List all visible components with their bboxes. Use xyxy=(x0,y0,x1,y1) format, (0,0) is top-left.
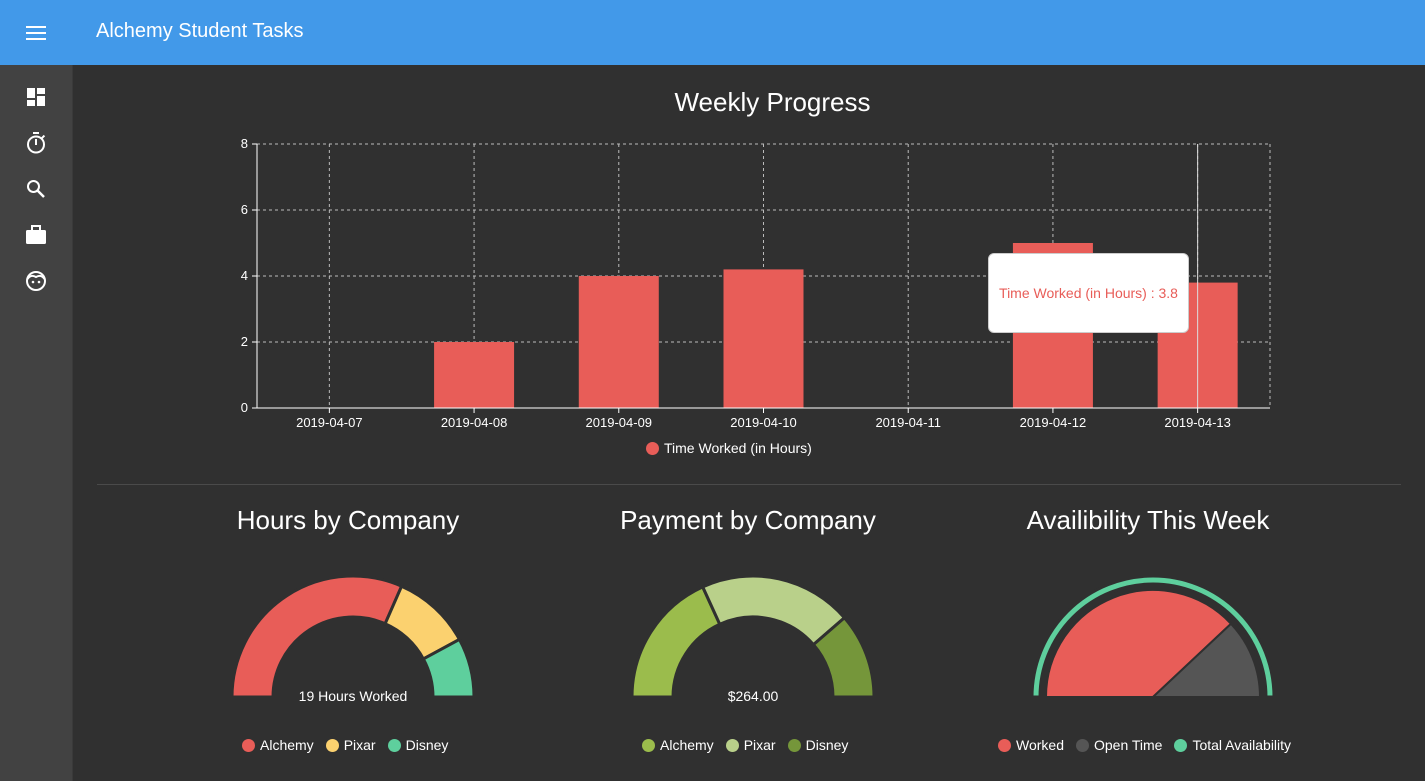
legend-swatch xyxy=(1075,738,1089,752)
legend-label: Worked xyxy=(1016,737,1064,753)
payment-center-label: $264.00 xyxy=(728,688,779,704)
legend-label: Time Worked (in Hours) xyxy=(664,440,812,456)
bar-2019-04-08 xyxy=(434,342,515,408)
payment-segment-disney xyxy=(811,615,876,699)
timer-icon xyxy=(27,132,46,154)
y-tick-label: 8 xyxy=(241,136,248,151)
availability-legend-item[interactable]: Open Time xyxy=(1075,737,1163,753)
legend-label: Alchemy xyxy=(660,737,714,753)
legend-label: Total Availability xyxy=(1192,737,1292,753)
sidebar-item-profile[interactable] xyxy=(20,265,52,297)
legend-swatch xyxy=(242,738,255,752)
hours-legend-item[interactable]: Alchemy xyxy=(242,737,314,753)
menu-button[interactable] xyxy=(20,18,52,48)
availability-open-segment xyxy=(1150,622,1262,698)
y-tick-label: 4 xyxy=(241,268,248,283)
briefcase-icon xyxy=(26,225,46,244)
x-tick-label: 2019-04-12 xyxy=(1020,415,1087,430)
availability-legend-item[interactable]: Total Availability xyxy=(1174,737,1291,753)
x-tick-label: 2019-04-08 xyxy=(441,415,508,430)
bar-2019-04-10 xyxy=(723,269,804,408)
legend-swatch xyxy=(1174,738,1188,752)
weekly-progress-legend: Time Worked (in Hours) xyxy=(646,440,812,456)
legend-label: Open Time xyxy=(1093,737,1163,753)
hours-segment-disney xyxy=(421,637,476,699)
availability-legend: Worked Open Time Total Availability xyxy=(998,737,1291,753)
x-tick-label: 2019-04-07 xyxy=(296,415,363,430)
hours-segment-alchemy xyxy=(230,574,404,699)
x-tick-label: 2019-04-09 xyxy=(586,415,653,430)
legend-swatch xyxy=(725,738,739,752)
x-tick-label: 2019-04-13 xyxy=(1164,415,1231,430)
payment-segment-pixar xyxy=(700,574,847,647)
x-tick-label: 2019-04-11 xyxy=(875,415,941,430)
payment-legend-item[interactable]: Disney xyxy=(787,737,849,753)
legend-swatch xyxy=(387,738,401,752)
search-icon xyxy=(27,180,45,198)
hours-by-company-title: Hours by Company xyxy=(236,505,460,535)
availability-total-ring xyxy=(1030,574,1276,699)
legend-swatch xyxy=(325,738,339,752)
sidebar-item-work[interactable] xyxy=(20,219,52,251)
payment-by-company-title: Payment by Company xyxy=(620,505,876,535)
availability-legend-item[interactable]: Worked xyxy=(998,737,1064,753)
section-divider xyxy=(97,484,1401,485)
sidebar-item-search[interactable] xyxy=(20,173,52,205)
hours-center-label: 19 Hours Worked xyxy=(299,688,408,704)
sidebar-item-dashboard[interactable] xyxy=(20,81,52,113)
payment-legend: Alchemy Pixar Disney xyxy=(642,737,848,753)
app-title: Alchemy Student Tasks xyxy=(96,20,304,42)
legend-swatch xyxy=(646,441,659,455)
availability-title: Availibility This Week xyxy=(1026,505,1270,535)
dashboard-icon xyxy=(27,88,45,106)
legend-label: Alchemy xyxy=(260,737,314,753)
legend-label: Pixar xyxy=(743,737,776,753)
y-tick-label: 2 xyxy=(241,334,248,349)
legend-swatch xyxy=(642,738,655,752)
x-tick-label: 2019-04-10 xyxy=(730,415,797,430)
sidebar-item-timer[interactable] xyxy=(20,127,52,159)
legend-label: Disney xyxy=(405,737,449,753)
payment-legend-item[interactable]: Alchemy xyxy=(642,737,714,753)
hours-legend: Alchemy Pixar Disney xyxy=(242,737,448,753)
hours-legend-item[interactable]: Pixar xyxy=(325,737,376,753)
face-icon xyxy=(26,271,46,291)
weekly-progress-title: Weekly Progress xyxy=(674,87,871,117)
y-tick-label: 0 xyxy=(241,400,248,415)
payment-legend-item[interactable]: Pixar xyxy=(725,737,776,753)
bar-2019-04-09 xyxy=(578,276,659,408)
hours-segment-pixar xyxy=(383,584,462,661)
y-tick-label: 6 xyxy=(241,202,248,217)
legend-swatch xyxy=(787,738,801,752)
legend-label: Disney xyxy=(805,737,849,753)
sidebar-nav xyxy=(0,65,73,781)
legend-swatch xyxy=(998,738,1011,752)
availability-worked-segment xyxy=(1044,589,1233,698)
app-bar: Alchemy Student Tasks xyxy=(0,0,1425,65)
weekly-legend-item[interactable]: Time Worked (in Hours) xyxy=(646,440,812,456)
chart-tooltip: Time Worked (in Hours) : 3.8 xyxy=(988,253,1189,333)
legend-label: Pixar xyxy=(343,737,376,753)
payment-segment-alchemy xyxy=(630,584,722,699)
hours-legend-item[interactable]: Disney xyxy=(387,737,449,753)
hamburger-icon xyxy=(26,26,46,40)
